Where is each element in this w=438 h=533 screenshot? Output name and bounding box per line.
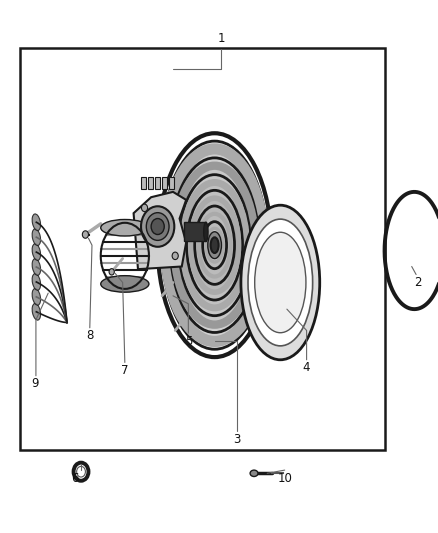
Ellipse shape <box>250 470 258 477</box>
Bar <box>162 177 167 189</box>
Ellipse shape <box>208 232 222 259</box>
Bar <box>141 177 146 189</box>
Circle shape <box>172 252 178 260</box>
Circle shape <box>146 213 169 240</box>
Text: 7: 7 <box>121 364 129 377</box>
Ellipse shape <box>32 288 41 305</box>
Ellipse shape <box>209 235 220 255</box>
Bar <box>169 177 174 189</box>
Ellipse shape <box>32 303 41 320</box>
Text: 4: 4 <box>303 361 311 374</box>
Ellipse shape <box>248 219 313 346</box>
Ellipse shape <box>199 214 230 277</box>
Ellipse shape <box>183 182 247 308</box>
Circle shape <box>151 219 164 235</box>
Bar <box>148 177 153 189</box>
Circle shape <box>109 269 114 275</box>
Ellipse shape <box>162 141 268 349</box>
Polygon shape <box>184 222 206 241</box>
Text: 8: 8 <box>86 329 93 342</box>
Circle shape <box>82 231 88 238</box>
Ellipse shape <box>101 276 149 292</box>
Text: 9: 9 <box>31 377 39 390</box>
Text: 3: 3 <box>233 433 240 446</box>
Ellipse shape <box>191 198 239 292</box>
Ellipse shape <box>32 259 41 276</box>
Ellipse shape <box>32 244 41 261</box>
Polygon shape <box>134 192 186 269</box>
Text: 5: 5 <box>185 335 192 348</box>
Circle shape <box>141 206 174 247</box>
Ellipse shape <box>174 166 255 325</box>
Ellipse shape <box>241 205 320 360</box>
Text: 2: 2 <box>414 276 422 289</box>
Ellipse shape <box>32 273 41 290</box>
Ellipse shape <box>211 237 219 253</box>
Bar <box>155 177 160 189</box>
Bar <box>20 48 385 450</box>
Text: 1: 1 <box>217 32 225 45</box>
Ellipse shape <box>206 229 223 262</box>
Ellipse shape <box>32 214 41 231</box>
Ellipse shape <box>166 149 264 342</box>
Ellipse shape <box>32 229 41 246</box>
Ellipse shape <box>101 220 149 236</box>
Ellipse shape <box>204 222 208 241</box>
Ellipse shape <box>255 232 306 333</box>
Text: 10: 10 <box>277 472 292 485</box>
Circle shape <box>141 204 148 212</box>
Ellipse shape <box>77 466 85 477</box>
Text: 6: 6 <box>71 472 78 485</box>
